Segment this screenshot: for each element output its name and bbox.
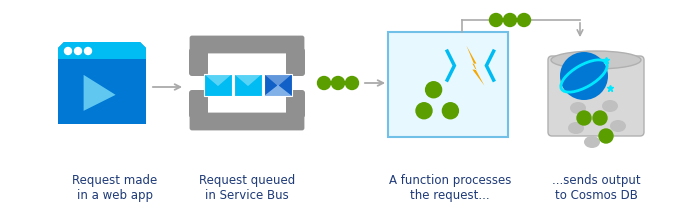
Circle shape <box>416 103 432 119</box>
Ellipse shape <box>610 120 626 132</box>
Ellipse shape <box>570 102 586 114</box>
Text: Request made
in a web app: Request made in a web app <box>72 174 158 202</box>
Polygon shape <box>83 75 116 111</box>
Circle shape <box>64 47 71 55</box>
FancyBboxPatch shape <box>190 36 304 54</box>
FancyBboxPatch shape <box>234 74 262 96</box>
FancyBboxPatch shape <box>548 56 644 136</box>
FancyBboxPatch shape <box>190 113 304 130</box>
Circle shape <box>503 14 517 27</box>
Text: Request queued
in Service Bus: Request queued in Service Bus <box>199 174 295 202</box>
Ellipse shape <box>551 51 641 69</box>
FancyBboxPatch shape <box>204 74 232 96</box>
Circle shape <box>560 52 608 100</box>
Ellipse shape <box>602 100 618 112</box>
Text: A function processes
the request...: A function processes the request... <box>389 174 511 202</box>
Polygon shape <box>58 42 146 59</box>
Circle shape <box>332 76 344 89</box>
FancyBboxPatch shape <box>388 32 508 137</box>
Circle shape <box>426 82 442 98</box>
Circle shape <box>577 111 591 125</box>
Circle shape <box>442 103 458 119</box>
FancyBboxPatch shape <box>286 90 305 118</box>
Ellipse shape <box>584 136 600 148</box>
FancyBboxPatch shape <box>189 48 208 76</box>
Circle shape <box>489 14 503 27</box>
Circle shape <box>346 76 358 89</box>
Ellipse shape <box>568 122 584 134</box>
Circle shape <box>74 47 81 55</box>
Polygon shape <box>204 74 232 86</box>
Polygon shape <box>466 46 484 86</box>
Polygon shape <box>264 74 292 86</box>
FancyBboxPatch shape <box>286 48 305 76</box>
Circle shape <box>599 129 613 143</box>
Circle shape <box>318 76 330 89</box>
Circle shape <box>85 47 92 55</box>
Polygon shape <box>58 42 146 124</box>
FancyBboxPatch shape <box>264 74 292 96</box>
FancyBboxPatch shape <box>189 90 208 118</box>
Polygon shape <box>234 74 262 86</box>
Circle shape <box>517 14 531 27</box>
Text: ...sends output
to Cosmos DB: ...sends output to Cosmos DB <box>552 174 640 202</box>
Polygon shape <box>264 85 292 96</box>
Circle shape <box>593 111 607 125</box>
